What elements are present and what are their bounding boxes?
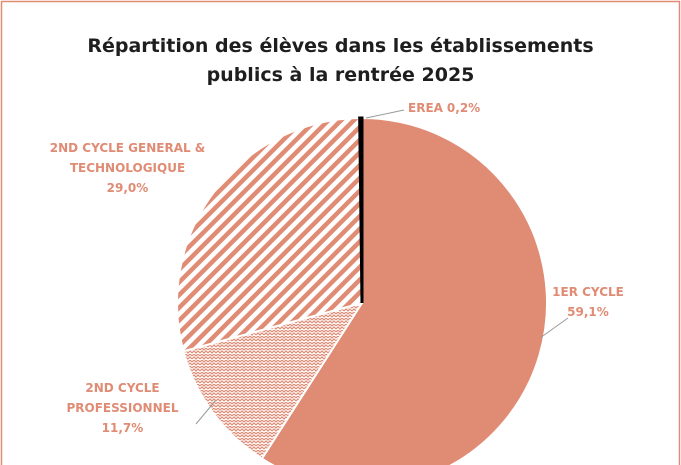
slice-label: 2ND CYCLE PROFESSIONNEL 11,7%: [50, 378, 195, 438]
category-label: 1ER CYCLE: [552, 285, 624, 299]
value-label: 11,7%: [101, 421, 144, 435]
value-label: 59,1%: [567, 305, 609, 319]
category-label: 2ND CYCLE PROFESSIONNEL: [66, 381, 179, 415]
chart-title: Répartition des élèves dans les établiss…: [87, 35, 594, 86]
category-label: EREA: [408, 101, 443, 115]
leader-line: [195, 399, 217, 425]
value-label: 0,2%: [446, 101, 481, 115]
pie: [176, 116, 548, 465]
slice-label: 2ND CYCLE GENERAL & TECHNOLOGIQUE 29,0%: [30, 138, 225, 198]
value-label: 29,0%: [106, 181, 149, 195]
pie-slice: [176, 117, 364, 353]
leader-line: [539, 317, 569, 339]
pie-slice: [182, 301, 365, 460]
leader-line: [365, 109, 405, 119]
pie-slice: [358, 116, 364, 304]
slice-label: EREA 0,2%: [408, 98, 528, 118]
pie-slice: [260, 116, 548, 465]
slice-label: 1ER CYCLE 59,1%: [528, 282, 648, 322]
category-label: 2ND CYCLE GENERAL & TECHNOLOGIQUE: [49, 141, 206, 175]
